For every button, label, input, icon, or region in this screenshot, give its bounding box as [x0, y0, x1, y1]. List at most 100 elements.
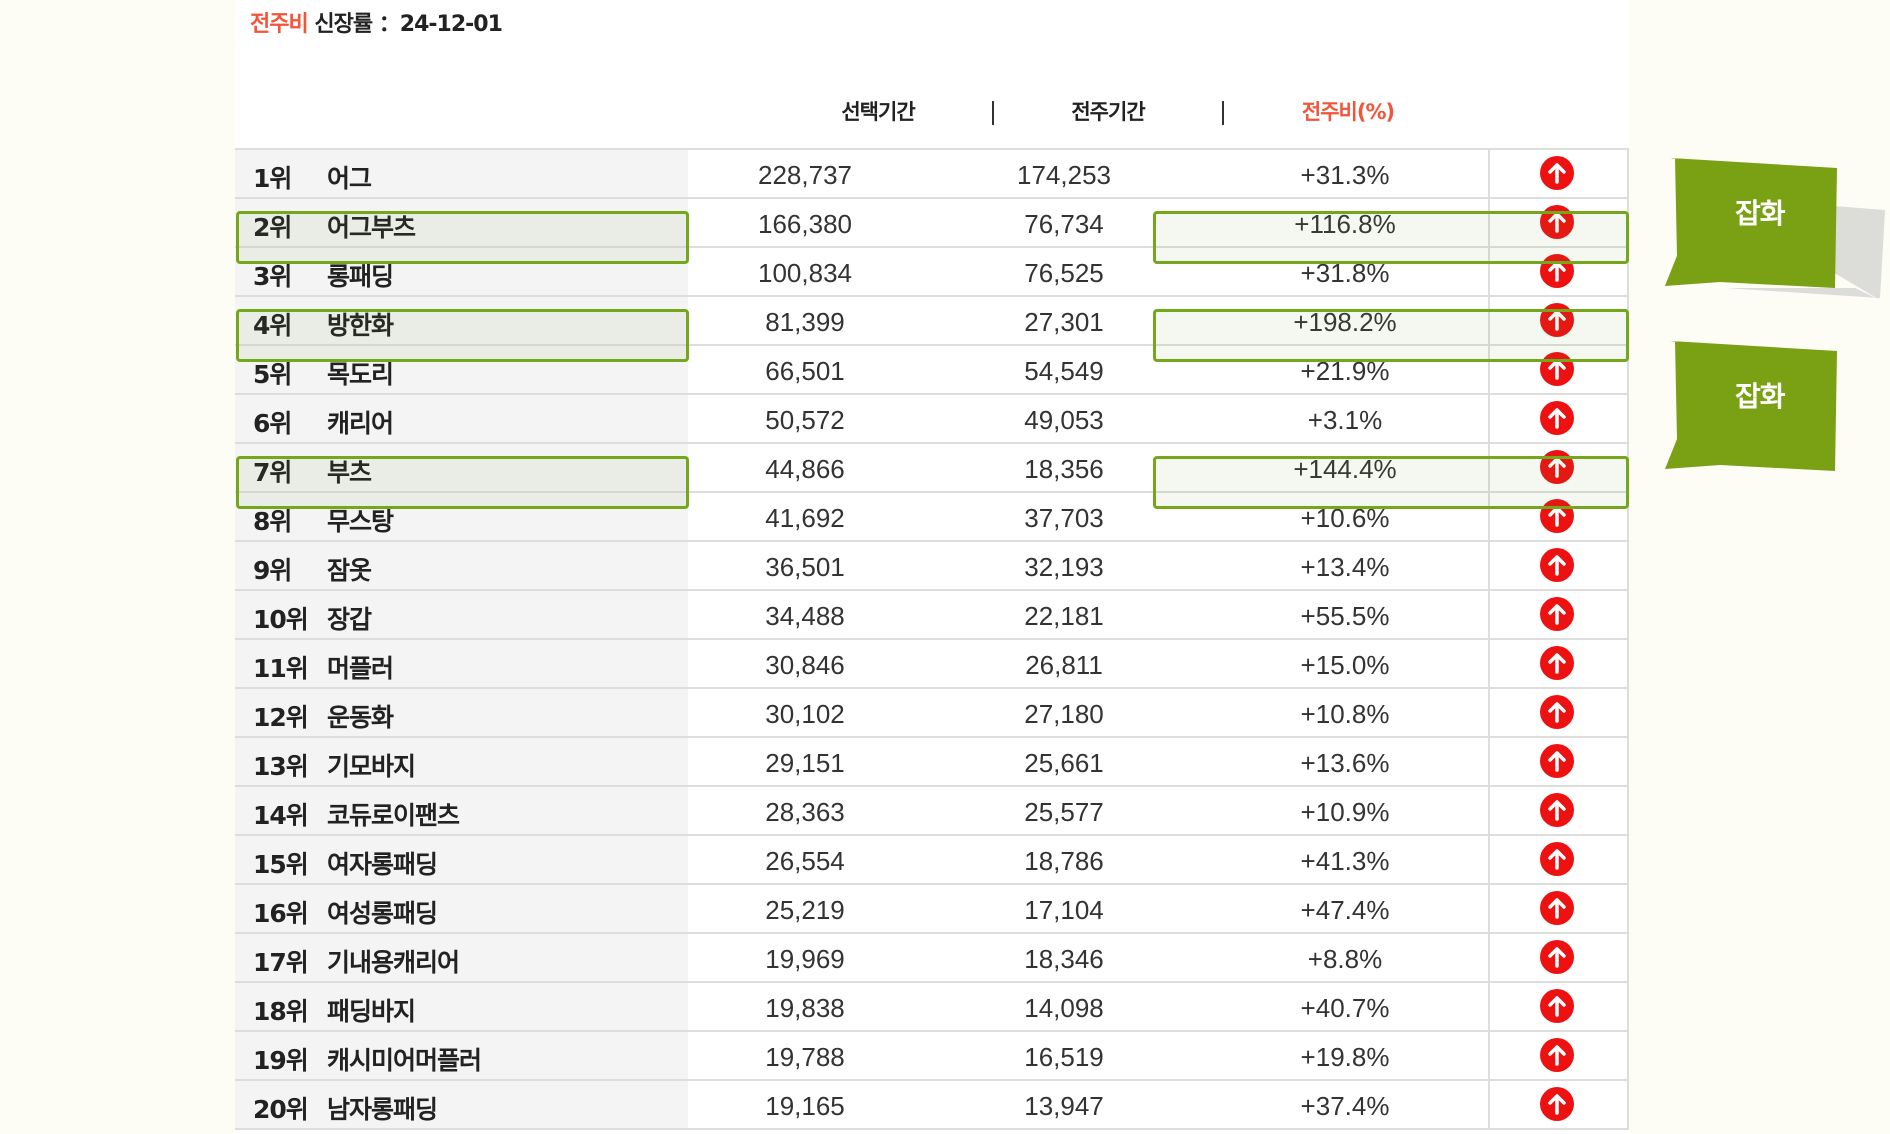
table-row[interactable]: 10위 장갑 34,488 22,181 +55.5%	[235, 591, 1627, 640]
rank: 18위	[253, 997, 309, 1026]
callout-badge: 잡화	[1665, 158, 1890, 308]
column-divider	[1488, 738, 1490, 785]
ranking-table: 1위 어그 228,737 174,253 +31.3% 2위 어그부츠 166…	[235, 148, 1629, 1130]
name-cell	[235, 983, 688, 1030]
selected-period-value: 19,838	[765, 993, 845, 1023]
selected-period-value: 44,866	[765, 454, 845, 484]
arrow-up-circle-icon	[1540, 842, 1574, 876]
previous-period-value: 32,193	[1024, 552, 1104, 582]
selected-period-value: 30,102	[765, 699, 845, 729]
column-divider	[1488, 542, 1490, 589]
arrow-up-circle-icon	[1540, 989, 1574, 1023]
rank: 14위	[253, 801, 309, 830]
previous-period-value: 25,577	[1024, 797, 1104, 827]
week-ratio-value: +3.1%	[1307, 405, 1383, 435]
keyword: 머플러	[327, 654, 394, 683]
column-divider	[1488, 150, 1490, 197]
week-ratio-value: +198.2%	[1293, 307, 1397, 337]
name-cell	[235, 248, 688, 295]
table-row[interactable]: 19위 캐시미어머플러 19,788 16,519 +19.8%	[235, 1032, 1627, 1081]
previous-period-value: 25,661	[1024, 748, 1104, 778]
rank: 7위	[253, 458, 292, 487]
name-cell	[235, 493, 688, 540]
name-cell	[235, 395, 688, 442]
arrow-up-circle-icon	[1540, 744, 1574, 778]
keyword: 기내용캐리어	[327, 948, 460, 977]
rank: 11위	[253, 654, 309, 683]
keyword: 목도리	[327, 360, 394, 389]
name-cell	[235, 738, 688, 785]
arrow-up-circle-icon	[1540, 450, 1574, 484]
keyword: 남자롱패딩	[327, 1095, 438, 1124]
table-row[interactable]: 12위 운동화 30,102 27,180 +10.8%	[235, 689, 1627, 738]
arrow-up-circle-icon	[1540, 940, 1574, 974]
header-previous-period: 전주기간	[1071, 100, 1145, 124]
table-row[interactable]: 17위 기내용캐리어 19,969 18,346 +8.8%	[235, 934, 1627, 983]
table-row[interactable]: 15위 여자롱패딩 26,554 18,786 +41.3%	[235, 836, 1627, 885]
rank: 4위	[253, 311, 292, 340]
name-cell	[235, 346, 688, 393]
keyword: 롱패딩	[327, 262, 394, 291]
table-row[interactable]: 16위 여성롱패딩 25,219 17,104 +47.4%	[235, 885, 1627, 934]
table-row[interactable]: 3위 롱패딩 100,834 76,525 +31.8%	[235, 248, 1627, 297]
arrow-up-circle-icon	[1540, 205, 1574, 239]
table-row[interactable]: 11위 머플러 30,846 26,811 +15.0%	[235, 640, 1627, 689]
name-cell	[235, 444, 688, 491]
arrow-up-circle-icon	[1540, 695, 1574, 729]
column-divider	[1488, 836, 1490, 883]
table-row[interactable]: 18위 패딩바지 19,838 14,098 +40.7%	[235, 983, 1627, 1032]
name-cell	[235, 787, 688, 834]
table-row[interactable]: 7위 부츠 44,866 18,356 +144.4%	[235, 444, 1627, 493]
week-ratio-value: +144.4%	[1293, 454, 1397, 484]
callout-badge: 잡화	[1665, 341, 1890, 491]
speech-bubble-icon	[1665, 158, 1885, 300]
previous-period-value: 27,180	[1024, 699, 1104, 729]
table-row[interactable]: 5위 목도리 66,501 54,549 +21.9%	[235, 346, 1627, 395]
selected-period-value: 29,151	[765, 748, 845, 778]
column-divider	[1488, 199, 1490, 246]
column-divider	[1488, 983, 1490, 1030]
table-row[interactable]: 9위 잠옷 36,501 32,193 +13.4%	[235, 542, 1627, 591]
arrow-up-circle-icon	[1540, 156, 1574, 190]
column-divider	[1488, 248, 1490, 295]
table-row[interactable]: 2위 어그부츠 166,380 76,734 +116.8%	[235, 199, 1627, 248]
rank: 10위	[253, 605, 309, 634]
column-divider	[1488, 787, 1490, 834]
column-divider	[1488, 346, 1490, 393]
week-ratio-value: +15.0%	[1300, 650, 1390, 680]
week-ratio-value: +55.5%	[1300, 601, 1390, 631]
selected-period-value: 36,501	[765, 552, 845, 582]
previous-period-value: 14,098	[1024, 993, 1104, 1023]
table-row[interactable]: 20위 남자롱패딩 19,165 13,947 +37.4%	[235, 1081, 1627, 1130]
arrow-up-circle-icon	[1540, 1087, 1574, 1121]
previous-period-value: 26,811	[1025, 650, 1103, 680]
previous-period-value: 13,947	[1024, 1091, 1104, 1121]
table-row[interactable]: 6위 캐리어 50,572 49,053 +3.1%	[235, 395, 1627, 444]
column-divider	[1488, 493, 1490, 540]
header-divider	[992, 101, 994, 125]
name-cell	[235, 542, 688, 589]
week-ratio-value: +13.6%	[1300, 748, 1390, 778]
table-row[interactable]: 13위 기모바지 29,151 25,661 +13.6%	[235, 738, 1627, 787]
arrow-up-circle-icon	[1540, 352, 1574, 386]
table-row[interactable]: 1위 어그 228,737 174,253 +31.3%	[235, 150, 1627, 199]
table-row[interactable]: 4위 방한화 81,399 27,301 +198.2%	[235, 297, 1627, 346]
name-cell	[235, 689, 688, 736]
selected-period-value: 166,380	[758, 209, 852, 239]
selected-period-value: 41,692	[765, 503, 845, 533]
rank: 9위	[253, 556, 292, 585]
arrow-up-circle-icon	[1540, 303, 1574, 337]
rank: 20위	[253, 1095, 309, 1124]
week-ratio-value: +13.4%	[1300, 552, 1390, 582]
table-row[interactable]: 14위 코듀로이팬츠 28,363 25,577 +10.9%	[235, 787, 1627, 836]
highlight-box-ratio	[1153, 309, 1629, 362]
previous-period-value: 174,253	[1017, 160, 1111, 190]
arrow-up-circle-icon	[1540, 646, 1574, 680]
highlight-box-keyword	[236, 456, 689, 509]
previous-period-value: 27,301	[1024, 307, 1104, 337]
keyword: 부츠	[327, 458, 372, 487]
previous-period-value: 16,519	[1024, 1042, 1104, 1072]
keyword: 기모바지	[327, 752, 416, 781]
week-ratio-value: +37.4%	[1300, 1091, 1390, 1121]
previous-period-value: 17,104	[1024, 895, 1104, 925]
